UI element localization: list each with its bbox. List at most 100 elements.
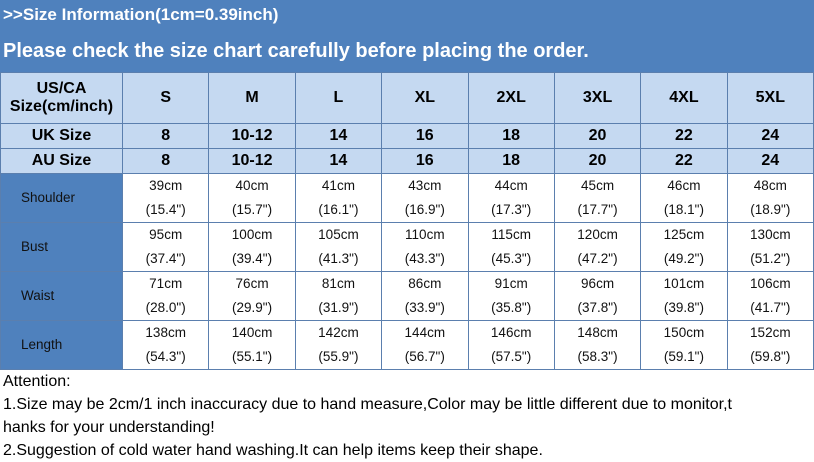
cm-value: 91cm	[494, 276, 528, 291]
inch-value: (55.9")	[318, 349, 359, 364]
inch-value: (43.3")	[404, 251, 445, 266]
measurement-cell: 40cm (15.7")	[208, 173, 296, 223]
inch-value: (33.9")	[404, 300, 445, 315]
measurement-cell: 142cm (55.9")	[294, 320, 383, 370]
measurement-cell: 110cm (43.3")	[381, 222, 469, 272]
measurement-row: Waist 71cm (28.0") 76cm (29.9") 81cm (31.9") 86…	[0, 271, 814, 321]
note-2: 2.Suggestion of cold water hand washing.…	[3, 442, 543, 459]
inch-value: (49.2")	[663, 251, 704, 266]
cm-value: 125cm	[663, 227, 705, 242]
cm-value: 146cm	[490, 325, 532, 340]
attention-heading: Attention:	[3, 373, 71, 390]
measurement-cell: 86cm (33.9")	[381, 271, 469, 321]
inch-value: (59.1")	[663, 349, 704, 364]
uk-size-cell: 14	[294, 123, 383, 149]
cm-value: 105cm	[318, 227, 359, 242]
uk-size-label: UK Size	[0, 123, 123, 149]
measurement-cell: 48cm (18.9")	[726, 173, 814, 223]
inch-value: (58.3")	[577, 349, 618, 364]
inch-value: (56.7")	[404, 349, 445, 364]
measurement-cell: 101cm (39.8")	[640, 271, 728, 321]
measurement-cell: 43cm (16.9")	[381, 173, 469, 223]
inch-value: (57.5")	[491, 349, 532, 364]
au-size-label: AU Size	[0, 148, 123, 174]
inch-value: (15.4")	[145, 202, 186, 217]
attention-notes: Attention: 1.Size may be 2cm/1 inch inac…	[0, 370, 814, 462]
inch-value: (37.4")	[145, 251, 186, 266]
inch-value: (15.7")	[232, 202, 273, 217]
measurement-cell: 71cm (28.0")	[121, 271, 210, 321]
inch-value: (31.9")	[318, 300, 359, 315]
cm-value: 110cm	[405, 227, 445, 242]
inch-value: (17.3")	[491, 202, 532, 217]
measurement-cell: 44cm (17.3")	[467, 173, 555, 223]
measurement-label: Shoulder	[0, 173, 123, 223]
size-chart-notice: Please check the size chart carefully be…	[0, 34, 814, 72]
cm-value: 96cm	[581, 276, 615, 291]
inch-value: (35.8")	[491, 300, 532, 315]
inch-value: (39.8")	[663, 300, 704, 315]
size-header-cell: M	[208, 72, 296, 124]
uk-size-cell: 24	[726, 123, 814, 149]
size-header-cell: L	[294, 72, 383, 124]
uk-size-cell: 8	[121, 123, 210, 149]
measurement-cell: 46cm (18.1")	[640, 173, 728, 223]
size-header-cell: 4XL	[640, 72, 728, 124]
measurement-cell: 105cm (41.3")	[294, 222, 383, 272]
inch-value: (47.2")	[577, 251, 618, 266]
measurement-label: Length	[0, 320, 123, 370]
cm-value: 39cm	[149, 178, 183, 193]
au-size-row: AU Size 8 10-12 14 16 18 20 22 24	[0, 148, 814, 174]
cm-value: 106cm	[750, 276, 791, 291]
inch-value: (18.9")	[750, 202, 791, 217]
cm-value: 45cm	[581, 178, 615, 193]
measurement-label: Waist	[0, 271, 123, 321]
size-header-cell: 5XL	[726, 72, 814, 124]
uk-size-cell: 20	[553, 123, 642, 149]
cm-value: 144cm	[404, 325, 446, 340]
cm-value: 140cm	[231, 325, 273, 340]
measurement-cell: 39cm (15.4")	[121, 173, 210, 223]
measurement-cell: 150cm (59.1")	[640, 320, 728, 370]
cm-value: 43cm	[408, 178, 442, 193]
inch-value: (16.1")	[318, 202, 359, 217]
cm-value: 86cm	[408, 276, 442, 291]
measurement-cell: 125cm (49.2")	[640, 222, 728, 272]
au-size-cell: 14	[294, 148, 383, 174]
cm-value: 81cm	[321, 276, 355, 291]
measurement-cell: 115cm (45.3")	[467, 222, 555, 272]
au-size-cell: 20	[553, 148, 642, 174]
au-size-cell: 10-12	[208, 148, 296, 174]
inch-value: (41.3")	[318, 251, 359, 266]
measurement-cell: 144cm (56.7")	[381, 320, 469, 370]
measurement-label: Bust	[0, 222, 123, 272]
note-1-continued: hanks for your understanding!	[3, 419, 215, 436]
measurement-row: Length 138cm (54.3") 140cm (55.1") 142cm (55.9…	[0, 320, 814, 370]
inch-value: (17.7")	[577, 202, 618, 217]
au-size-cell: 24	[726, 148, 814, 174]
cm-value: 100cm	[231, 227, 273, 242]
cm-value: 150cm	[663, 325, 705, 340]
cm-value: 71cm	[149, 276, 183, 291]
inch-value: (39.4")	[232, 251, 273, 266]
cm-value: 148cm	[577, 325, 618, 340]
au-size-cell: 18	[467, 148, 555, 174]
size-chart-table: US/CA Size(cm/inch) S M L XL 2XL 3XL 4XL 5XL UK S…	[0, 72, 814, 370]
au-size-cell: 16	[381, 148, 469, 174]
inch-value: (45.3")	[491, 251, 532, 266]
measurement-cell: 106cm (41.7")	[726, 271, 814, 321]
measurement-cell: 81cm (31.9")	[294, 271, 383, 321]
measurement-cell: 96cm (37.8")	[553, 271, 642, 321]
measurement-row: Shoulder 39cm (15.4") 40cm (15.7") 41cm (16.1"…	[0, 173, 814, 223]
cm-value: 46cm	[667, 178, 701, 193]
inch-value: (41.7")	[750, 300, 791, 315]
cm-value: 152cm	[750, 325, 791, 340]
cm-value: 40cm	[235, 178, 269, 193]
uk-size-cell: 22	[640, 123, 728, 149]
measurement-cell: 148cm (58.3")	[553, 320, 642, 370]
measurement-cell: 152cm (59.8")	[726, 320, 814, 370]
note-1: 1.Size may be 2cm/1 inch inaccuracy due …	[3, 396, 732, 413]
cm-value: 138cm	[145, 325, 186, 340]
size-header-cell: 3XL	[553, 72, 642, 124]
measurement-cell: 140cm (55.1")	[208, 320, 296, 370]
